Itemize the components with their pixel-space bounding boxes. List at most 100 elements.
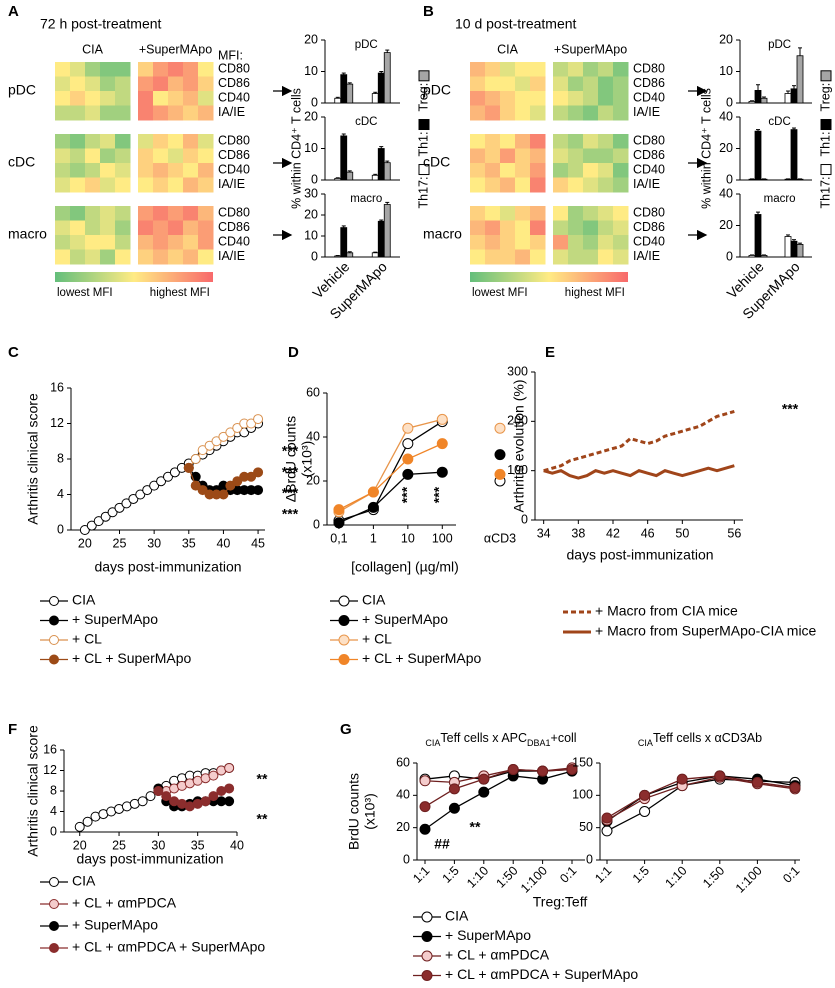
group-header: +SuperMApo bbox=[554, 42, 627, 56]
heat-cell bbox=[485, 249, 501, 265]
legend-label: + CL + αmPDCA bbox=[445, 947, 550, 963]
y-axis-label: (x10³) bbox=[362, 793, 378, 830]
heat-cell bbox=[515, 220, 531, 236]
heat-cell bbox=[168, 206, 184, 221]
legend-marker bbox=[49, 943, 59, 953]
heat-cell bbox=[598, 235, 614, 250]
y-tick-label: 0 bbox=[726, 249, 733, 263]
bar bbox=[748, 255, 756, 258]
heat-cell bbox=[470, 177, 486, 193]
heat-cell bbox=[470, 134, 486, 149]
heat-cell bbox=[70, 134, 86, 149]
legend-label: Th1: bbox=[416, 132, 430, 157]
heat-cell bbox=[153, 148, 169, 164]
x-tick-label: 1:1 bbox=[592, 864, 614, 886]
data-point bbox=[190, 454, 201, 464]
legend-marker bbox=[49, 899, 59, 909]
title-part: +coll bbox=[551, 731, 577, 745]
data-point bbox=[79, 525, 90, 535]
series-line bbox=[338, 418, 443, 513]
heat-cell bbox=[183, 76, 199, 92]
row-label: CD80 bbox=[633, 62, 665, 76]
x-tick-label: 1:50 bbox=[494, 864, 521, 891]
x-tick-label: 0:1 bbox=[557, 864, 579, 886]
x-tick-label: 46 bbox=[641, 526, 655, 540]
data-point bbox=[197, 485, 208, 496]
series-line bbox=[338, 443, 443, 511]
x-tick-label: 25 bbox=[113, 536, 127, 550]
heat-cell bbox=[515, 177, 531, 193]
heat-cell bbox=[198, 220, 214, 236]
heat-cell bbox=[100, 163, 116, 178]
heat-cell bbox=[168, 249, 184, 265]
bar bbox=[383, 52, 391, 104]
heat-cell bbox=[138, 235, 154, 250]
heat-cell bbox=[553, 163, 569, 178]
heat-cell bbox=[55, 134, 71, 149]
y-tick-label: 40 bbox=[719, 186, 733, 200]
y-axis-label: Arthritis evolution (%) bbox=[511, 379, 527, 512]
heat-cell bbox=[470, 163, 486, 178]
panel-letter: D bbox=[288, 344, 299, 361]
y-tick-label: 0 bbox=[313, 517, 320, 531]
heat-cell bbox=[598, 105, 614, 121]
y-tick-label: 20 bbox=[304, 207, 318, 221]
bar bbox=[377, 72, 385, 104]
y-tick-label: 100 bbox=[572, 788, 593, 802]
chart-title: CIATeff cells x APCDBA1+coll bbox=[425, 731, 576, 748]
heat-cell bbox=[153, 235, 169, 250]
heat-cell bbox=[168, 62, 184, 77]
x-axis-label: Treg:Teff bbox=[533, 894, 588, 910]
legend-swatch bbox=[418, 164, 430, 176]
heat-cell bbox=[115, 105, 131, 121]
heat-cell bbox=[530, 235, 546, 250]
data-point bbox=[204, 440, 215, 451]
color-legend bbox=[55, 272, 213, 282]
heat-cell bbox=[500, 249, 516, 265]
heat-cell bbox=[100, 62, 116, 77]
heat-cell bbox=[515, 235, 531, 250]
heat-cell bbox=[115, 163, 131, 178]
x-tick-label: 100 bbox=[432, 531, 453, 545]
series-line bbox=[606, 775, 796, 819]
row-label: IA/IE bbox=[218, 105, 245, 119]
heat-cell bbox=[583, 163, 599, 178]
heat-cell bbox=[515, 105, 531, 121]
y-axis-label: % within CD4⁺ T cells bbox=[699, 88, 713, 209]
x-tick-label: 1:10 bbox=[663, 864, 690, 891]
data-point bbox=[149, 480, 160, 491]
heat-cell bbox=[85, 148, 101, 164]
data-point bbox=[218, 489, 229, 500]
bar bbox=[346, 171, 354, 181]
bar bbox=[748, 101, 756, 104]
data-point bbox=[367, 486, 379, 498]
data-point bbox=[367, 501, 379, 513]
heat-cell bbox=[515, 134, 531, 149]
heat-cell bbox=[568, 163, 584, 178]
data-point bbox=[448, 783, 460, 795]
heat-cell bbox=[153, 177, 169, 193]
heat-cell bbox=[70, 177, 86, 193]
heat-cell bbox=[115, 206, 131, 221]
data-point bbox=[789, 782, 801, 794]
row-label: CD86 bbox=[218, 220, 250, 234]
heat-cell bbox=[168, 220, 184, 236]
data-point bbox=[200, 796, 211, 807]
bar bbox=[371, 252, 379, 258]
data-point bbox=[163, 471, 173, 482]
x-tick-label: 1 bbox=[370, 531, 377, 545]
heat-cell bbox=[515, 206, 531, 221]
heat-cell bbox=[553, 62, 569, 77]
bar bbox=[377, 148, 385, 181]
panel-letter: B bbox=[423, 3, 434, 20]
heat-cell bbox=[100, 177, 116, 193]
heat-cell bbox=[183, 235, 199, 250]
y-tick-label: 8 bbox=[57, 451, 64, 465]
heat-cell bbox=[568, 220, 584, 236]
heat-cell bbox=[85, 206, 101, 221]
block-label: cDC bbox=[8, 154, 35, 170]
heat-cell bbox=[198, 206, 214, 221]
data-point bbox=[225, 427, 236, 438]
heat-cell bbox=[583, 134, 599, 149]
data-point bbox=[224, 796, 235, 807]
